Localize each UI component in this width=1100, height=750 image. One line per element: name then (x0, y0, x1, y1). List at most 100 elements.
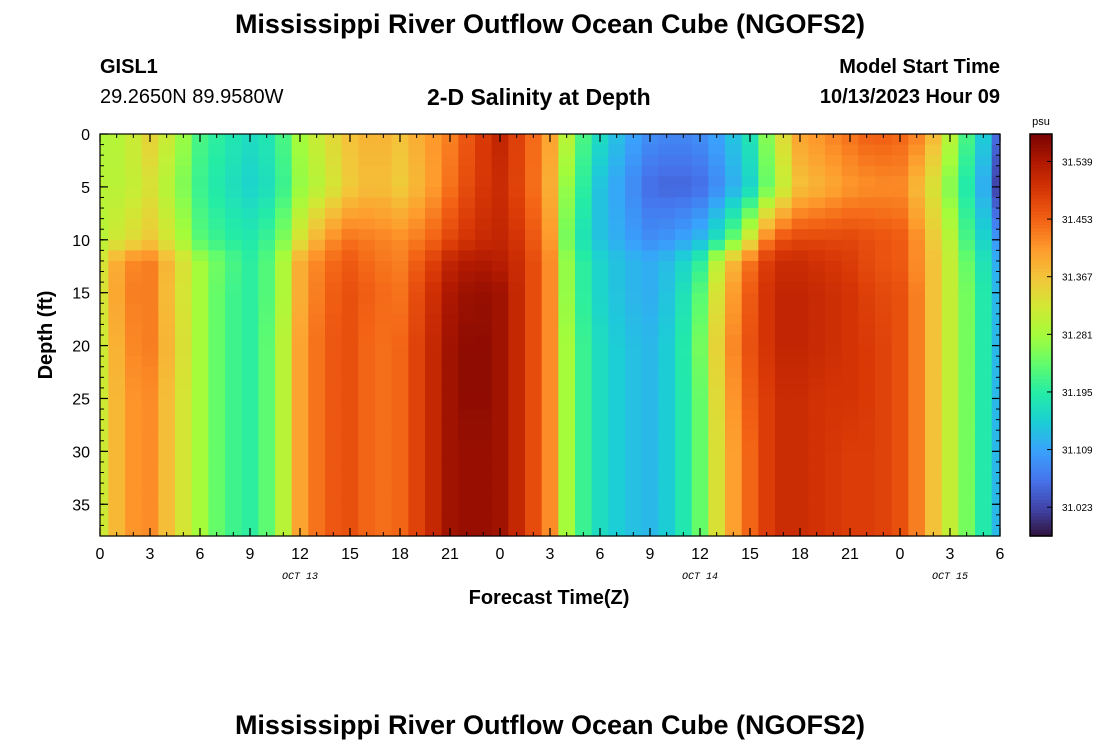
colorbar-segment (1030, 448, 1052, 453)
colorbar-segment (1030, 147, 1052, 152)
heatmap-cell (391, 303, 409, 315)
heatmap-cell (741, 451, 759, 463)
heatmap-cell (725, 134, 743, 146)
heatmap-cell (708, 282, 726, 294)
heatmap-cell (408, 292, 426, 304)
heatmap-cell (575, 208, 593, 220)
heatmap-cell (441, 335, 459, 347)
heatmap-cell (341, 493, 359, 505)
heatmap-cell (258, 461, 276, 474)
colorbar-segment (1030, 425, 1052, 430)
heatmap-cell (141, 144, 159, 156)
heatmap-cell (775, 218, 793, 230)
heatmap-cell (108, 260, 126, 273)
heatmap-cell (100, 493, 109, 505)
heatmap-cell (808, 366, 826, 378)
heatmap-cell (608, 440, 626, 452)
heatmap-cell (825, 335, 843, 347)
heatmap-cell (691, 514, 709, 527)
heatmap-cell (375, 335, 393, 347)
heatmap-cell (958, 472, 976, 484)
heatmap-cell (108, 324, 126, 336)
heatmap-cell (941, 461, 959, 474)
heatmap-cell (158, 250, 176, 262)
heatmap-cell (925, 303, 943, 315)
heatmap-cell (391, 419, 409, 431)
heatmap-cell (158, 461, 176, 474)
heatmap-cell (125, 504, 143, 516)
heatmap-cell (458, 335, 476, 347)
heatmap-cell (825, 483, 843, 495)
heatmap-cell (741, 292, 759, 304)
heatmap-cell (425, 324, 443, 336)
heatmap-cell (958, 377, 976, 389)
heatmap-cell (691, 440, 709, 452)
heatmap-cell (508, 483, 526, 495)
heatmap-cell (175, 514, 193, 527)
heatmap-cell (491, 366, 509, 378)
heatmap-cell (858, 514, 876, 527)
heatmap-cell (875, 208, 893, 220)
heatmap-cell (291, 165, 309, 177)
heatmap-cell (975, 260, 993, 273)
heatmap-cell (575, 398, 593, 410)
heatmap-cell (491, 461, 509, 474)
heatmap-cell (758, 525, 776, 537)
heatmap-cell (458, 387, 476, 400)
chart-subtitle: 2-D Salinity at Depth (427, 84, 651, 110)
heatmap-cell (241, 303, 259, 315)
heatmap-cell (875, 472, 893, 484)
heatmap-cell (391, 356, 409, 368)
heatmap-cell (925, 430, 943, 442)
heatmap-cell (658, 250, 676, 262)
heatmap-cell (475, 271, 493, 283)
heatmap-cell (358, 313, 376, 326)
heatmap-cell (825, 356, 843, 368)
heatmap-cell (958, 440, 976, 452)
heatmap-cell (591, 260, 609, 273)
heatmap-cell (791, 282, 809, 294)
heatmap-cell (675, 483, 693, 495)
heatmap-cell (275, 165, 293, 177)
heatmap-cell (100, 165, 109, 177)
heatmap-cell (975, 155, 993, 167)
heatmap-cell (725, 303, 743, 315)
heatmap-cell (491, 409, 509, 421)
heatmap-cell (225, 514, 243, 527)
heatmap-cell (941, 387, 959, 400)
heatmap-cell (508, 345, 526, 357)
heatmap-cell (125, 229, 143, 241)
heatmap-cell (141, 387, 159, 400)
heatmap-cell (475, 409, 493, 421)
y-axis-label: Depth (ft) (35, 291, 57, 380)
heatmap-cell (508, 313, 526, 326)
heatmap-cell (941, 345, 959, 357)
heatmap-cell (541, 440, 559, 452)
heatmap-cell (458, 208, 476, 220)
heatmap-cell (858, 335, 876, 347)
heatmap-cell (891, 324, 909, 336)
heatmap-cell (158, 398, 176, 410)
heatmap-cell (425, 165, 443, 177)
heatmap-cell (358, 292, 376, 304)
heatmap-cell (841, 324, 859, 336)
heatmap-cell (858, 208, 876, 220)
heatmap-cell (925, 324, 943, 336)
heatmap-cell (291, 271, 309, 283)
heatmap-cell (958, 134, 976, 146)
heatmap-cell (758, 504, 776, 516)
heatmap-cell (908, 229, 926, 241)
heatmap-cell (675, 197, 693, 209)
heatmap-cell (375, 430, 393, 442)
heatmap-cell (658, 144, 676, 156)
heatmap-cell (791, 250, 809, 262)
heatmap-cell (541, 345, 559, 357)
heatmap-cell (458, 493, 476, 505)
colorbar-segment (1030, 405, 1052, 410)
heatmap-cell (958, 176, 976, 188)
heatmap-cell (525, 239, 543, 251)
heatmap-cell (258, 493, 276, 505)
heatmap-cell (675, 409, 693, 421)
heatmap-cell (225, 335, 243, 347)
heatmap-cell (858, 239, 876, 251)
